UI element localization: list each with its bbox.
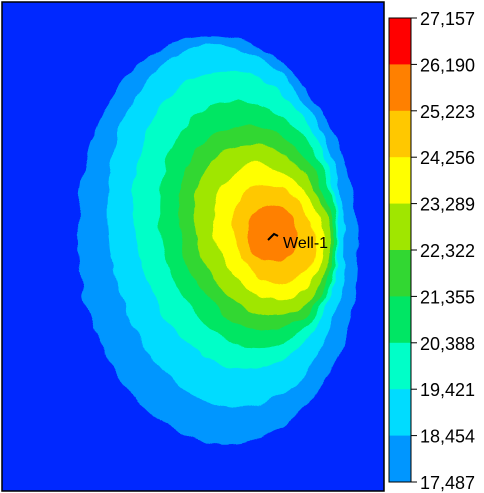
contour-map: Well-1 <box>1 1 385 492</box>
colorbar-swatch <box>389 435 411 483</box>
colorbar-swatch <box>389 250 411 297</box>
colorbar-swatch <box>389 342 411 390</box>
contour-band <box>245 207 299 261</box>
colorbar-swatches <box>388 17 412 483</box>
colorbar-swatch <box>389 203 411 251</box>
colorbar-swatch <box>389 64 411 112</box>
colorbar-tick-label: 17,487 <box>420 473 475 493</box>
colorbar-swatch <box>389 389 411 437</box>
colorbar-swatch <box>389 157 411 205</box>
colorbar-swatch <box>389 110 411 158</box>
colorbar-tick-label: 18,454 <box>420 427 475 447</box>
colorbar-tick-label: 26,190 <box>420 55 475 75</box>
colorbar-tick-label: 27,157 <box>420 9 475 29</box>
colorbar-tick-label: 23,289 <box>420 195 475 215</box>
colorbar-tick-label: 21,355 <box>420 287 475 307</box>
well-label: Well-1 <box>283 235 328 252</box>
colorbar-swatch <box>389 296 411 344</box>
well-symbol <box>267 232 279 241</box>
colorbar-tick-label: 24,256 <box>420 148 475 168</box>
colorbar-swatch <box>389 18 411 65</box>
colorbar-tick-label: 20,388 <box>420 334 475 354</box>
colorbar-ticks: 27,157 26,190 25,223 24,256 23,289 22,322 21,3… <box>411 9 475 493</box>
well-marker: Well-1 <box>267 232 328 252</box>
colorbar: 27,157 26,190 25,223 24,256 23,289 22,322 21,3… <box>388 9 475 493</box>
contour-bands <box>77 35 359 445</box>
colorbar-tick-label: 25,223 <box>420 102 475 122</box>
colorbar-tick-label: 19,421 <box>420 380 475 400</box>
map-border <box>1 1 385 492</box>
colorbar-tick-label: 22,322 <box>420 241 475 261</box>
